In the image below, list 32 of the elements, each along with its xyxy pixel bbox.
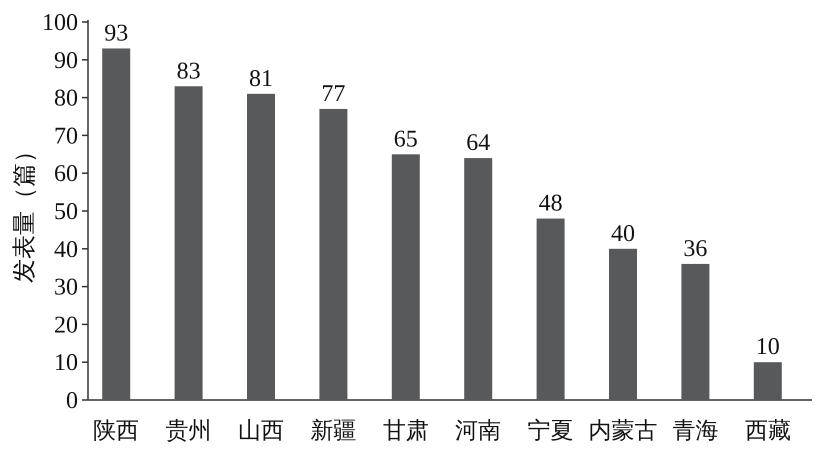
data-label: 40 [611,220,635,247]
x-tick-label: 青海 [672,418,718,443]
x-tick-label: 山西 [238,418,284,443]
data-label: 83 [176,58,201,84]
y-tick-label: 0 [66,388,78,414]
x-tick-label: 西藏 [744,418,791,443]
data-label: 36 [683,236,708,262]
y-tick-label: 30 [54,274,78,301]
data-label: 64 [466,130,490,156]
y-tick-label: 70 [54,123,78,150]
y-tick-label: 90 [54,48,78,74]
y-tick-label: 10 [54,350,78,376]
x-tick-label: 宁夏 [528,418,574,443]
x-tick-label: 新疆 [310,418,356,443]
y-tick-label: 80 [54,86,78,112]
x-tick-label: 陕西 [93,418,140,443]
x-tick-label: 甘肃 [382,418,429,443]
data-label: 81 [249,66,273,92]
y-tick-label: 100 [42,10,78,36]
y-tick-label: 50 [54,199,78,225]
x-tick-label: 河南 [455,418,502,443]
data-label: 65 [394,126,418,152]
y-tick-label: 40 [54,236,78,263]
data-label: 10 [756,334,780,360]
data-label: 93 [104,20,128,46]
y-tick-label: 20 [54,312,78,338]
data-label: 48 [538,190,563,217]
x-tick-label: 贵州 [166,418,212,443]
y-axis-title: 发表量（篇） [12,139,38,283]
y-tick-label: 60 [54,161,78,188]
x-tick-label: 内蒙古 [588,418,658,443]
data-label: 77 [321,80,346,107]
